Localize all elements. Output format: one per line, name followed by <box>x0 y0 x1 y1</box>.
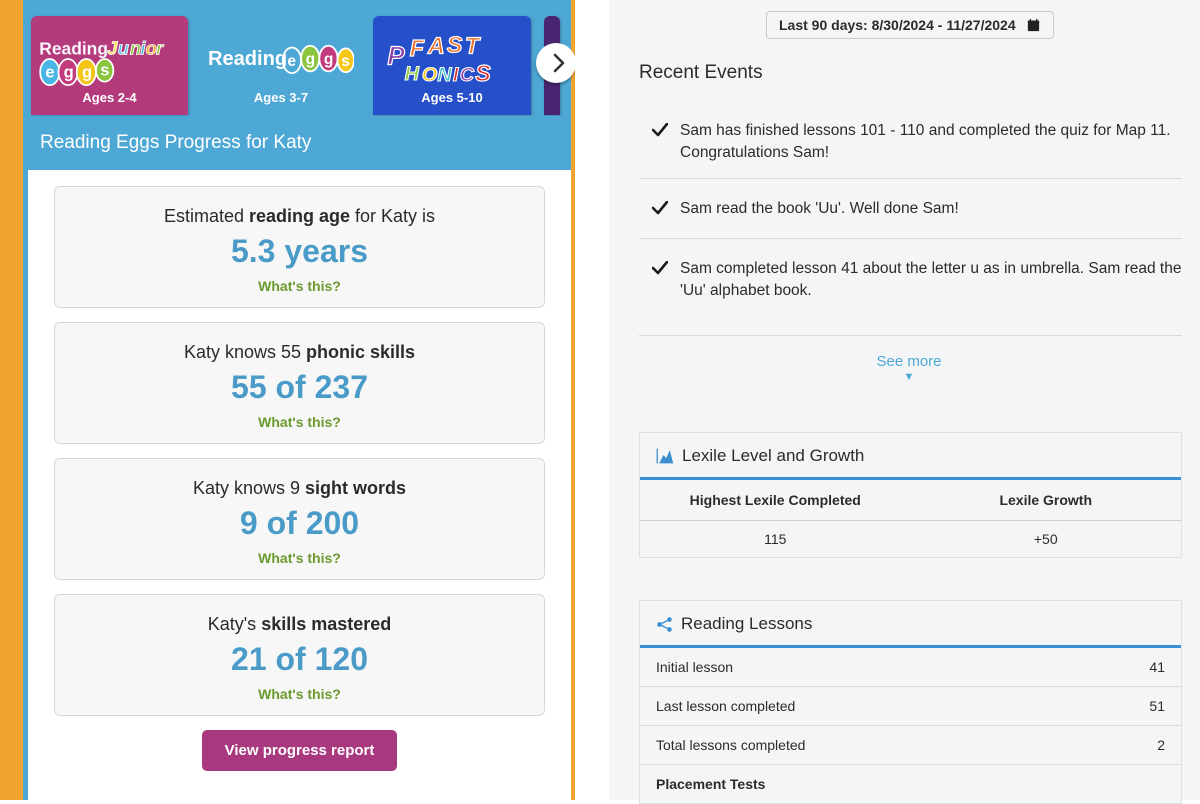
svg-text:S: S <box>475 60 491 86</box>
svg-text:e: e <box>45 62 54 81</box>
svg-text:Reading: Reading <box>208 48 287 70</box>
svg-text:u: u <box>118 38 129 59</box>
svg-text:g: g <box>82 62 92 81</box>
svg-text:o: o <box>146 38 157 59</box>
svg-text:n: n <box>130 38 141 59</box>
svg-text:C: C <box>460 64 475 86</box>
svg-text:O: O <box>422 64 438 86</box>
svg-text:g: g <box>306 51 315 68</box>
svg-text:s: s <box>341 53 350 70</box>
svg-text:e: e <box>287 53 296 70</box>
svg-text:H: H <box>405 63 420 85</box>
svg-text:I: I <box>453 64 459 86</box>
svg-text:P: P <box>387 42 405 70</box>
svg-text:F: F <box>410 35 425 61</box>
svg-text:r: r <box>156 38 164 59</box>
svg-text:T: T <box>465 32 481 58</box>
svg-text:S: S <box>447 31 463 57</box>
svg-text:A: A <box>427 32 445 58</box>
svg-text:N: N <box>437 64 452 86</box>
svg-text:J: J <box>107 38 118 59</box>
svg-text:s: s <box>100 61 109 80</box>
svg-text:Reading: Reading <box>39 39 108 59</box>
svg-text:g: g <box>64 62 74 81</box>
svg-text:g: g <box>324 51 333 68</box>
